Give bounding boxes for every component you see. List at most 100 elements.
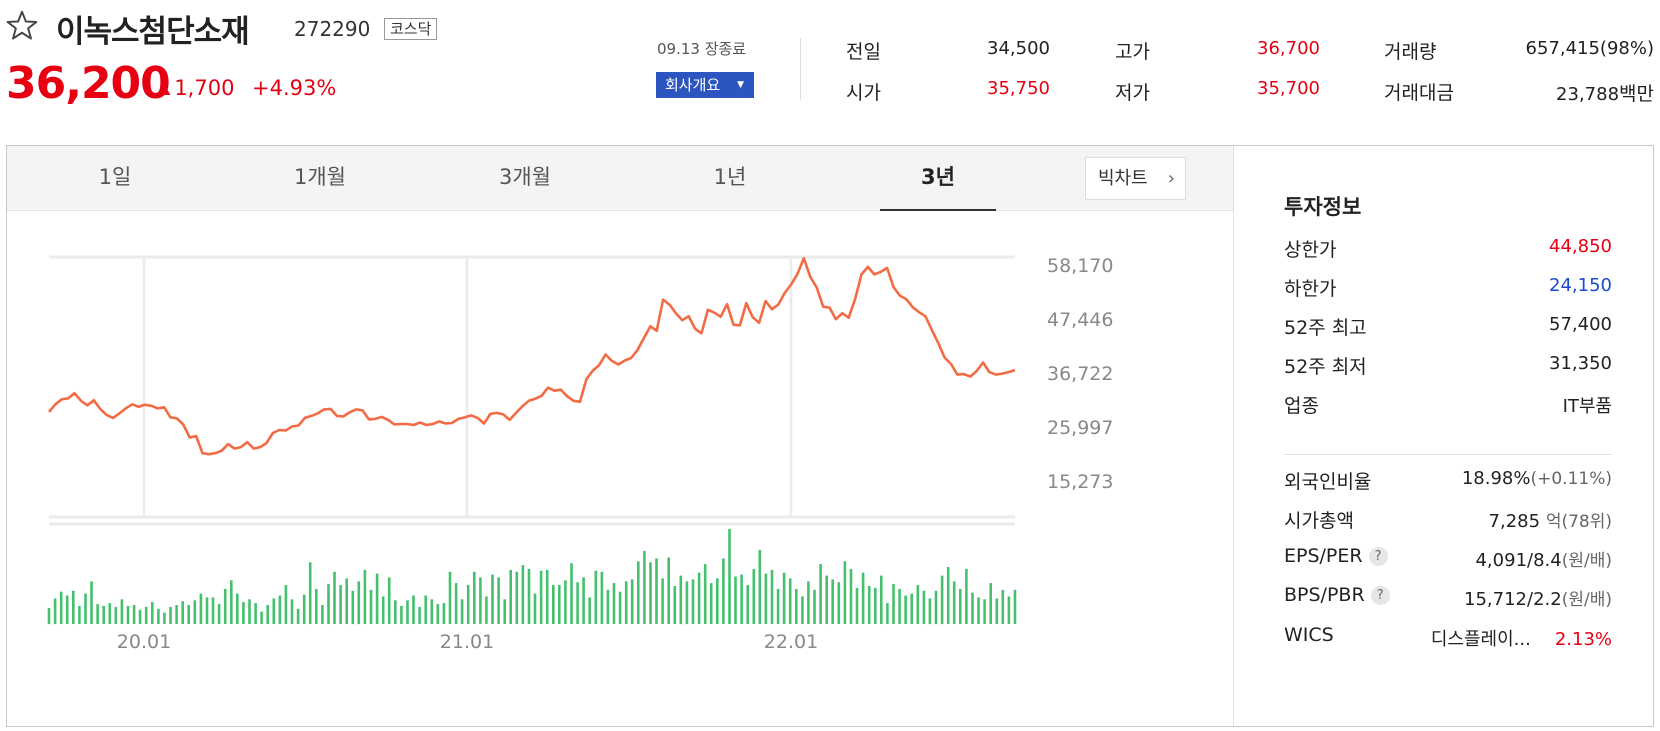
row-label: 시가총액 [1284, 510, 1354, 532]
volume-bar [770, 569, 774, 624]
volume-bar [667, 557, 670, 624]
stock-header: 이녹스첨단소재 272290 코스닥 36,200 ▲ 1,700 +4.93% … [0, 0, 1660, 130]
row-label: 하한가 [1284, 278, 1337, 300]
bps-pbr-unit: (원/배) [1561, 590, 1612, 610]
volume-bar [831, 579, 834, 624]
volume-bar [381, 596, 385, 624]
volume-bar [552, 585, 555, 624]
caret-down-icon: ▼ [737, 80, 744, 90]
volume-bar [892, 584, 895, 624]
volume-bar [199, 593, 203, 624]
volume-bar [217, 604, 221, 624]
wics-change: 2.13% [1554, 629, 1612, 650]
volume-bar [594, 570, 598, 624]
row-label: 52주 최고 [1284, 317, 1367, 339]
volume-bar [764, 573, 768, 624]
volume-bar [782, 572, 786, 624]
volume-bar [90, 581, 93, 625]
change-value: 1,700 [174, 76, 235, 100]
volume-bar [801, 596, 804, 624]
row-value: 18.98%(+0.11%) [1462, 468, 1612, 489]
market-cap-row: 시가총액 7,285 억(78위) [1284, 506, 1612, 536]
prev-value: 34,500 [987, 38, 1050, 59]
volume-bar [849, 568, 853, 624]
volume-bar [691, 579, 695, 624]
volume-bar [716, 578, 719, 624]
tab-1month[interactable]: 1개월 [293, 165, 346, 189]
volume-bar [375, 573, 379, 624]
upper-limit-row: 상한가 44,850 [1284, 235, 1612, 265]
row-value: 4,091/8.4(원/배) [1475, 546, 1612, 571]
volume-bar [515, 571, 519, 625]
row-value: 24,150 [1549, 275, 1612, 296]
volume-label: 거래량 [1384, 41, 1437, 63]
volume-bar [867, 586, 871, 624]
volume-bar [369, 589, 373, 624]
row-value: 7,285 억(78위) [1489, 507, 1612, 532]
open-value: 35,750 [987, 78, 1050, 99]
help-icon[interactable]: ? [1368, 547, 1388, 566]
volume-bar [412, 595, 415, 624]
x-tick-label: 20.01 [117, 631, 171, 653]
volume-bar [59, 591, 63, 624]
volume-bar [989, 583, 992, 624]
volume-bar [266, 605, 269, 624]
wics-sector[interactable]: 디스플레이... [1430, 629, 1531, 650]
volume-bar [843, 561, 847, 624]
volume-bar [539, 570, 543, 624]
market-cap-unit: 억 [1545, 512, 1562, 532]
company-overview-label: 회사개요 [665, 76, 721, 94]
high-label: 고가 [1115, 41, 1150, 63]
volume-bar [558, 585, 561, 624]
big-chart-button[interactable]: 빅차트 › [1085, 157, 1186, 200]
volume-bar [102, 605, 105, 624]
volume-bar [649, 562, 652, 625]
chart-panel: 1일 1개월 3개월 1년 3년 빅차트 › 58,170 47,446 36,722… [6, 145, 1654, 727]
volume-bar [643, 550, 646, 625]
volume-bar [758, 549, 762, 624]
star-icon[interactable] [4, 8, 40, 44]
row-label: 상한가 [1284, 239, 1337, 261]
volume-bar [971, 592, 974, 624]
volume-bar [442, 603, 446, 624]
x-tick-label: 22.01 [764, 631, 818, 653]
bps-pbr-label: BPS/PBR [1284, 584, 1365, 606]
volume-bar [588, 597, 591, 624]
y-tick-label: 58,170 [1047, 255, 1113, 277]
volume-bar [290, 599, 294, 624]
volume-bar [394, 600, 397, 625]
volume-bar [630, 579, 634, 624]
company-overview-button[interactable]: 회사개요 ▼ [656, 72, 754, 98]
divider [1233, 146, 1234, 726]
row-value: 31,350 [1549, 353, 1612, 374]
volume-bar [151, 602, 154, 624]
tab-1year[interactable]: 1년 [713, 165, 747, 189]
volume-bar [995, 598, 999, 625]
foreign-ratio: 18.98% [1461, 468, 1531, 489]
foreign-ratio-row: 외국인비율 18.98%(+0.11%) [1284, 467, 1612, 497]
row-value: 44,850 [1549, 236, 1612, 257]
volume-bar [776, 588, 780, 624]
amount-number: 23,788 [1556, 84, 1620, 105]
volume-bar [703, 564, 707, 624]
volume-bar [837, 582, 841, 624]
row-label: BPS/PBR? [1284, 584, 1390, 607]
volume-bar [795, 588, 798, 624]
price-line [48, 257, 1016, 456]
market-cap-rank: (78위) [1561, 512, 1612, 532]
volume-bar [922, 590, 926, 625]
volume-bar [521, 565, 525, 624]
volume-bar [600, 571, 604, 625]
tab-3month[interactable]: 3개월 [498, 165, 551, 189]
investment-info: 투자정보 상한가 44,850 하한가 24,150 52주 최고 57,400… [1234, 146, 1654, 726]
price-chart[interactable]: 58,170 47,446 36,722 25,997 15,273 20.01 21.01… [7, 211, 1233, 726]
row-value[interactable]: IT부품 [1562, 396, 1612, 417]
help-icon[interactable]: ? [1370, 586, 1390, 605]
volume-bar [424, 595, 427, 624]
tab-1day[interactable]: 1일 [98, 165, 132, 189]
divider [1284, 454, 1612, 455]
volume-bar [315, 588, 318, 624]
tab-3year[interactable]: 3년 [880, 146, 996, 211]
volume-bar [788, 578, 792, 624]
volume-bar [363, 569, 367, 624]
